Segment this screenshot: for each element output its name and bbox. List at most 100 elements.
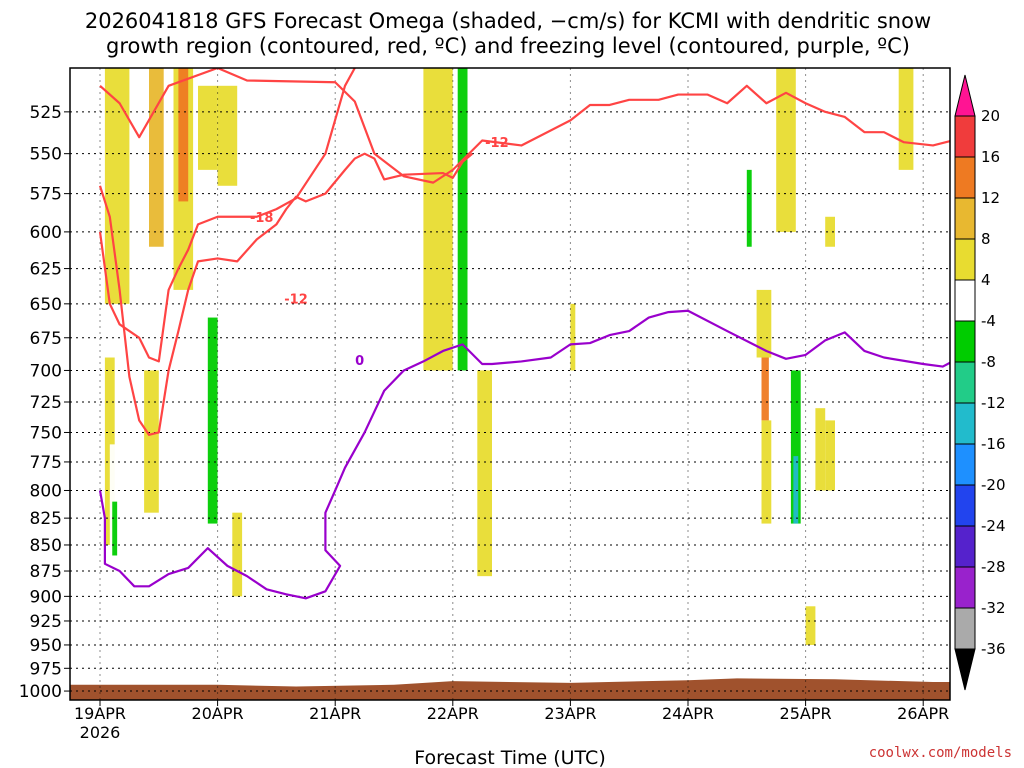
omega-cell-24 <box>570 303 576 371</box>
y-tick-label-975: 975 <box>30 659 62 679</box>
omega-cell-38 <box>825 216 835 247</box>
omega-cell-12 <box>207 317 218 524</box>
colorbar-arrow-bottom <box>954 648 976 691</box>
terrain-layer <box>70 678 950 700</box>
dgz-contour-2 <box>98 152 474 436</box>
omega-cell-28 <box>746 169 752 247</box>
freezing-contour-0 <box>98 309 950 600</box>
colorbar-bin-1 <box>954 115 976 158</box>
colorbar-bin-5 <box>954 279 976 322</box>
colorbar-bin-7 <box>954 361 976 404</box>
y-tick-label-725: 725 <box>30 393 62 413</box>
chart-title-line1: 2026041818 GFS Forecast Omega (shaded, −… <box>85 9 931 33</box>
terrain-fill <box>70 678 950 700</box>
x-tick-label-19APR: 19APR <box>74 704 126 723</box>
y-tick-label-875: 875 <box>30 562 62 582</box>
omega-cell-41 <box>898 68 914 170</box>
y-tick-label-550: 550 <box>30 145 62 165</box>
omega-cell-27 <box>741 68 757 262</box>
y-tick-label-525: 525 <box>30 103 62 123</box>
colorbar-bin-6 <box>954 320 976 363</box>
omega-cell-29 <box>756 289 772 358</box>
omega-cell-10 <box>144 370 159 513</box>
colorbar-label-12: -32 <box>981 599 1006 617</box>
colorbar-bin-12 <box>954 566 976 609</box>
omega-cell-32 <box>776 68 796 232</box>
omega-cell-31 <box>761 420 772 524</box>
dgz-contour-label-0: -12 <box>485 136 509 151</box>
x-tick-label-20APR: 20APR <box>192 704 244 723</box>
y-tick-label-1000: 1000 <box>19 682 62 702</box>
colorbar-bin-9 <box>954 443 976 486</box>
colorbar-label-0: 20 <box>981 107 1000 125</box>
y-tick-label-625: 625 <box>30 260 62 280</box>
x-tick-label-21APR: 21APR <box>309 704 361 723</box>
omega-cell-1 <box>149 68 164 247</box>
y-tick-label-800: 800 <box>30 481 62 501</box>
omega-cell-3 <box>178 68 189 202</box>
colorbar-label-4: 4 <box>981 271 991 289</box>
omega-cell-11 <box>198 370 208 577</box>
colorbar-label-10: -24 <box>981 517 1006 535</box>
omega-shading-layer <box>100 68 914 645</box>
x-tick-sublabel-year: 2026 <box>80 723 121 742</box>
omega-cell-9 <box>112 501 118 556</box>
omega-cell-17 <box>423 68 453 371</box>
y-tick-label-775: 775 <box>30 453 62 473</box>
freezing-contour-label-0: 0 <box>355 354 364 369</box>
plot-area: -12 -18 -12 0 <box>69 67 951 701</box>
colorbar-label-6: -8 <box>981 353 996 371</box>
colorbar-bin-3 <box>954 197 976 240</box>
colorbar-bin-8 <box>954 402 976 445</box>
colorbar-bin-13 <box>954 607 976 650</box>
y-tick-label-575: 575 <box>30 185 62 205</box>
colorbar-bin-4 <box>954 238 976 281</box>
omega-cell-22 <box>477 370 492 577</box>
colorbar-bin-10 <box>954 484 976 527</box>
colorbar-label-5: -4 <box>981 312 996 330</box>
x-tick-label-26APR: 26APR <box>897 704 949 723</box>
y-tick-label-925: 925 <box>30 612 62 632</box>
y-tick-label-950: 950 <box>30 636 62 656</box>
colorbar-label-3: 8 <box>981 230 991 248</box>
dgz-contour-1 <box>98 68 356 363</box>
omega-cell-23 <box>550 512 556 535</box>
y-tick-label-650: 650 <box>30 295 62 315</box>
dgz-contour-label-1: -18 <box>250 211 274 226</box>
omega-cell-35 <box>793 456 799 524</box>
colorbar-arrow-top <box>954 74 976 117</box>
colorbar-label-9: -20 <box>981 476 1006 494</box>
colorbar-label-1: 16 <box>981 148 1000 166</box>
credit-text[interactable]: coolwx.com/models <box>869 745 1012 761</box>
x-tick-label-23APR: 23APR <box>544 704 596 723</box>
colorbar-label-11: -28 <box>981 558 1006 576</box>
omega-cell-30 <box>761 357 769 421</box>
omega-cell-21 <box>492 344 502 556</box>
omega-cell-6 <box>100 357 105 371</box>
colorbar-label-13: -36 <box>981 640 1006 658</box>
dgz-contour-label-2: -12 <box>284 292 308 307</box>
y-tick-label-675: 675 <box>30 329 62 349</box>
omega-cell-26 <box>717 401 723 427</box>
omega-cell-16 <box>232 512 243 597</box>
plot-frame <box>69 67 951 701</box>
colorbar-label-8: -16 <box>981 435 1006 453</box>
gridlines <box>70 68 950 700</box>
omega-cell-5 <box>217 85 238 186</box>
omega-cell-20 <box>477 68 492 371</box>
x-axis-title: Forecast Time (UTC) <box>414 747 605 768</box>
contour-layer: -12 -18 -12 0 <box>98 68 950 600</box>
omega-cell-14 <box>202 555 223 636</box>
y-tick-label-750: 750 <box>30 423 62 443</box>
omega-cell-37 <box>815 408 826 491</box>
omega-cell-15 <box>251 289 262 371</box>
x-tick-label-24APR: 24APR <box>662 704 714 723</box>
omega-cell-40 <box>805 606 816 645</box>
x-tick-label-22APR: 22APR <box>427 704 479 723</box>
colorbar-label-2: 12 <box>981 189 1000 207</box>
colorbar: 20 16 12 8 4 -4 -8 -12 -16 -20 -24 -28 -32 -36 <box>954 74 1006 691</box>
chart-title-line2: growth region (contoured, red, ºC) and f… <box>106 34 910 58</box>
y-tick-label-850: 850 <box>30 536 62 556</box>
